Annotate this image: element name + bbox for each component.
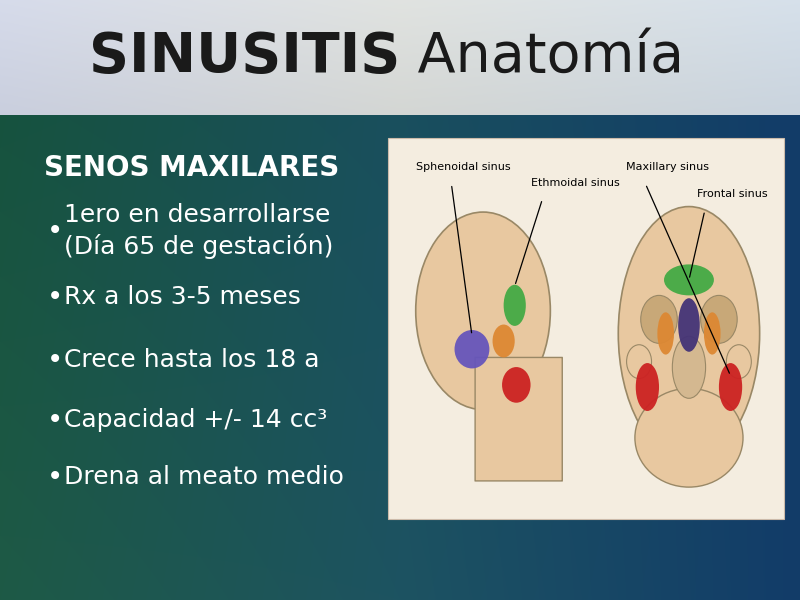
Ellipse shape <box>636 363 659 411</box>
Ellipse shape <box>502 367 530 403</box>
Text: Crece hasta los 18 a: Crece hasta los 18 a <box>64 348 320 372</box>
Text: Rx a los 3-5 meses: Rx a los 3-5 meses <box>64 285 302 309</box>
Text: Sphenoidal sinus: Sphenoidal sinus <box>416 162 510 172</box>
Text: Maxillary sinus: Maxillary sinus <box>626 162 709 172</box>
Text: 1ero en desarrollarse
(Día 65 de gestación): 1ero en desarrollarse (Día 65 de gestaci… <box>64 203 334 259</box>
Text: •: • <box>46 283 62 311</box>
Ellipse shape <box>719 363 742 411</box>
Bar <box>388 138 784 519</box>
Text: Anatomía: Anatomía <box>400 30 684 84</box>
Ellipse shape <box>701 295 737 343</box>
Text: SENOS MAXILARES: SENOS MAXILARES <box>44 154 339 182</box>
Ellipse shape <box>493 325 514 358</box>
Text: •: • <box>46 217 62 245</box>
Ellipse shape <box>504 285 526 326</box>
Text: SINUSITIS: SINUSITIS <box>89 30 400 84</box>
Text: Capacidad +/- 14 cc³: Capacidad +/- 14 cc³ <box>64 408 328 432</box>
Text: •: • <box>46 346 62 374</box>
Text: •: • <box>46 463 62 491</box>
Ellipse shape <box>618 206 760 460</box>
Ellipse shape <box>704 313 721 355</box>
Text: •: • <box>46 406 62 434</box>
FancyBboxPatch shape <box>475 358 562 481</box>
Ellipse shape <box>416 212 550 410</box>
Text: Ethmoidal sinus: Ethmoidal sinus <box>530 178 619 188</box>
Ellipse shape <box>678 298 700 352</box>
Ellipse shape <box>626 345 651 379</box>
Text: Frontal sinus: Frontal sinus <box>697 189 767 199</box>
Ellipse shape <box>641 295 678 343</box>
Ellipse shape <box>454 330 490 368</box>
Ellipse shape <box>658 313 674 355</box>
Ellipse shape <box>672 336 706 398</box>
Ellipse shape <box>726 345 751 379</box>
Ellipse shape <box>635 388 743 487</box>
Ellipse shape <box>664 265 714 295</box>
Text: Drena al meato medio: Drena al meato medio <box>64 465 344 489</box>
